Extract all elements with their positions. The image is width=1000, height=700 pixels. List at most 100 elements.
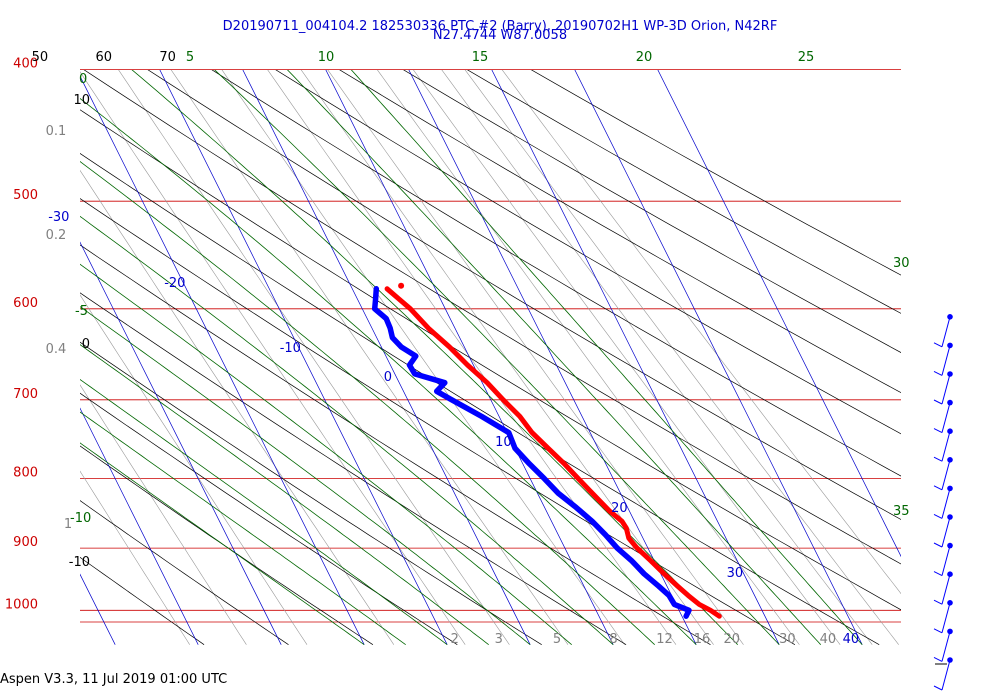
dry-adiabat-line [80, 292, 627, 645]
moist-adiabat-right-label: 35 [893, 504, 910, 519]
mixing-ratio-line [170, 70, 569, 645]
dry-adiabat-left-label: 10 [73, 93, 90, 108]
wind-barb-column [933, 314, 953, 691]
isobar-grid [80, 69, 901, 623]
mixing-ratio-label: 1 [64, 517, 72, 532]
mixing-ratio-line [501, 70, 901, 595]
moist-adiabat-top-label: 5 [186, 50, 194, 65]
wind-barb-staff [941, 659, 951, 691]
dry-adiabat-line [80, 445, 374, 645]
wind-barb-staff [941, 516, 951, 548]
mixing-ratio-label: 3 [495, 632, 503, 647]
isotherm-label: -10 [280, 341, 301, 356]
mixing-ratio-line [413, 70, 841, 645]
chart-subtitle: N27.4744 W87.0058 [432, 28, 568, 43]
mixing-ratio-label: 16 [694, 632, 711, 647]
mixing-ratio-line [80, 470, 190, 645]
dry-adiabat-line [275, 70, 901, 435]
wind-barb-flag [933, 628, 943, 634]
moist-adiabat-left-label: -10 [70, 511, 91, 526]
wind-barb-staff [941, 574, 951, 605]
mixing-ratio-line [118, 70, 510, 645]
wind-barb-point [947, 371, 953, 377]
mixing-ratio-line [80, 169, 395, 645]
dry-adiabat-line [80, 392, 458, 645]
mixing-ratio-line [80, 294, 308, 645]
mixing-ratio-line [221, 70, 625, 645]
dry-adiabat-lines [80, 70, 901, 646]
mixing-ratio-line [327, 70, 744, 645]
pressure-label: 1000 [5, 597, 38, 612]
temperature-trace [384, 286, 722, 619]
wind-barb-flag [933, 513, 943, 519]
wind-barb-staff [941, 316, 951, 347]
isotherm-label: 40 [843, 632, 860, 647]
mixing-ratio-label: 5 [553, 632, 561, 647]
mixing-ratio-label: 30 [779, 632, 796, 647]
isotherm-line [574, 70, 863, 645]
wind-barb-staff [941, 402, 951, 433]
wind-barb-point [947, 514, 953, 520]
dry-adiabat-line [83, 70, 901, 565]
dry-adiabat-line [530, 70, 901, 276]
pressure-label: 700 [13, 387, 38, 402]
moist-adiabat-left-label: 0 [79, 72, 87, 87]
wind-barb-staff [941, 631, 951, 662]
wind-barb-flag [933, 571, 943, 577]
wind-barb-staff [941, 373, 951, 405]
wind-barb-staff [941, 488, 951, 519]
isotherm-line [0, 39, 32, 645]
dry-adiabat-line [339, 70, 901, 394]
isotherm-label: -20 [164, 276, 185, 291]
moist-adiabat-top-label: 15 [472, 50, 489, 65]
pressure-label: 400 [13, 57, 38, 72]
mixing-ratio-label: 12 [656, 632, 673, 647]
isotherm-line [80, 75, 365, 645]
dry-adiabat-line [403, 70, 901, 353]
dry-adiabat-line [80, 109, 901, 611]
wind-barb-flag [933, 428, 943, 434]
dry-adiabat-top-label: 60 [95, 50, 112, 65]
sounding-traces [371, 282, 722, 619]
dry-adiabat-left-label: -10 [69, 555, 90, 570]
moist-adiabat-line [214, 70, 780, 645]
moist-adiabat-top-label: 25 [798, 50, 815, 65]
mixing-ratio-line [377, 70, 800, 645]
isotherm-lines [0, 39, 901, 645]
moist-adiabat-line [80, 263, 572, 646]
wind-barb-point [947, 628, 953, 635]
isotherm-label: 20 [611, 501, 628, 516]
moist-adiabat-top-label: 10 [318, 50, 335, 65]
wind-barb-flag [933, 370, 943, 376]
wind-barb-point [947, 342, 953, 349]
wind-barb-point [947, 571, 953, 577]
isotherm-label: -30 [48, 210, 69, 225]
isotherm-line [80, 407, 199, 645]
wind-barb-flag [933, 542, 943, 548]
isotherm-label: 30 [727, 566, 744, 581]
dry-adiabat-line [80, 341, 542, 645]
moist-adiabat-lines [80, 70, 863, 646]
wind-barb-point [947, 457, 953, 463]
pressure-label: 500 [13, 188, 38, 203]
mixing-ratio-label: 8 [609, 632, 617, 647]
dry-adiabat-line [80, 244, 711, 646]
moist-adiabat-line [287, 70, 821, 645]
wind-barb-flag [933, 599, 943, 605]
wind-barb-flag [933, 456, 943, 462]
moist-adiabat-top-label: 20 [636, 50, 653, 65]
axis-labels: 4005006007008009001000-50-40-30-20-10010… [5, 50, 910, 647]
wind-barb-point [947, 657, 953, 663]
wind-barb-staff [941, 545, 951, 576]
mixing-ratio-label: 40 [820, 632, 837, 647]
isotherm-label: 10 [495, 435, 512, 450]
dry-adiabat-top-label: 70 [159, 50, 176, 65]
moist-adiabat-line [80, 97, 697, 645]
dry-adiabat-line [80, 153, 880, 646]
mixing-ratio-label: 0.2 [46, 228, 67, 243]
wind-barb-point [947, 542, 953, 549]
isotherm-label: 0 [384, 370, 392, 385]
wind-barb-flag [933, 342, 943, 348]
dry-adiabat-line [80, 556, 205, 645]
